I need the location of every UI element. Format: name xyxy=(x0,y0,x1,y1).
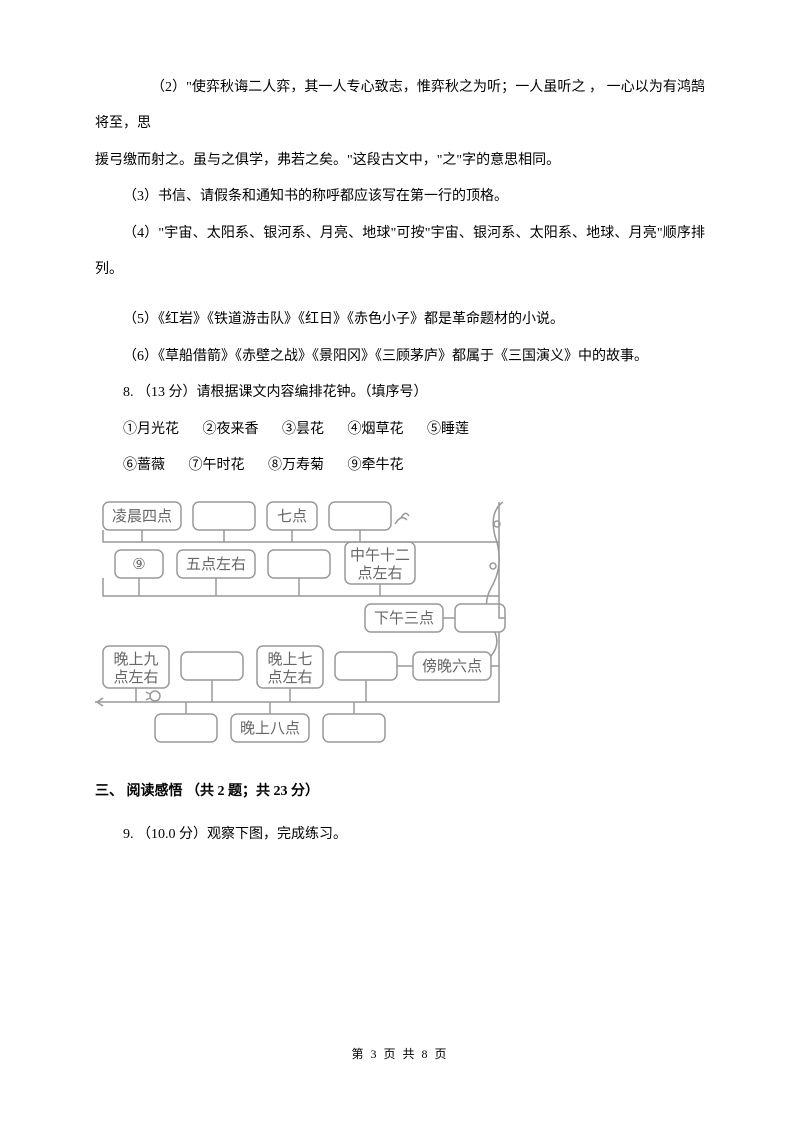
section-3-heading: 三、 阅读感悟 （共 2 题；共 23 分） xyxy=(95,774,705,810)
blank-spacer xyxy=(95,288,705,302)
question-9: 9. （10.0 分）观察下图，完成练习。 xyxy=(95,817,705,853)
question-8-prompt: 8. （13 分）请根据课文内容编排花钟。（填序号） xyxy=(95,375,705,411)
options-row-1: ①月光花 ②夜来香 ③昙花 ④烟草花 ⑤睡莲 xyxy=(95,412,705,448)
opt-1: ①月光花 xyxy=(123,422,179,437)
opt-7: ⑦午时花 xyxy=(189,458,245,473)
question-2-line1: （2）"使弈秋诲二人弈，其一人专心致志，惟弈秋之为听；一人虽听之 ， 一心以为有… xyxy=(95,70,705,143)
opt-5: ⑤睡莲 xyxy=(427,422,469,437)
label-seven: 七点 xyxy=(277,508,307,525)
opt-2: ②夜来香 xyxy=(203,422,259,437)
svg-text:点左右: 点左右 xyxy=(357,565,402,582)
page-number: 第 3 页 共 8 页 xyxy=(0,1045,800,1062)
flower-clock-diagram: 凌晨四点 七点 ⑨ 五点左右 中午十二 点左右 下午三点 晚上九 点左右 xyxy=(95,496,525,756)
label-nine: ⑨ xyxy=(132,557,145,573)
label-pm3: 下午三点 xyxy=(374,610,434,627)
svg-text:晚上九: 晚上九 xyxy=(113,651,158,668)
options-row-2: ⑥蔷薇 ⑦午时花 ⑧万寿菊 ⑨牵牛花 xyxy=(95,448,705,484)
label-evening6: 傍晚六点 xyxy=(422,658,482,675)
opt-9: ⑨牵牛花 xyxy=(348,458,404,473)
svg-text:点左右: 点左右 xyxy=(113,669,158,686)
opt-4: ④烟草花 xyxy=(348,422,404,437)
opt-6: ⑥蔷薇 xyxy=(123,458,165,473)
opt-8: ⑧万寿菊 xyxy=(268,458,324,473)
svg-text:点左右: 点左右 xyxy=(267,669,312,686)
question-3: （3）书信、请假条和通知书的称呼都应该写在第一行的顶格。 xyxy=(95,179,705,215)
svg-text:中午十二: 中午十二 xyxy=(350,547,410,564)
opt-3: ③昙花 xyxy=(282,422,324,437)
label-early4: 凌晨四点 xyxy=(112,508,172,525)
question-2-line2: 援弓缴而射之。虽与之俱学，弗若之矣。"这段古文中，"之"字的意思相同。 xyxy=(95,143,705,179)
label-about5: 五点左右 xyxy=(186,556,246,573)
label-pm8: 晚上八点 xyxy=(240,720,300,737)
question-6: （6）《草船借箭》《赤壁之战》《景阳冈》《三顾茅庐》都属于《三国演义》中的故事。 xyxy=(95,339,705,375)
question-5: （5）《红岩》《铁道游击队》《红日》《赤色小子》都是革命题材的小说。 xyxy=(95,302,705,338)
svg-text:晚上七: 晚上七 xyxy=(267,651,312,668)
question-4: （4）"宇宙、太阳系、银河系、月亮、地球"可按"宇宙、银河系、太阳系、地球、月亮… xyxy=(95,216,705,289)
